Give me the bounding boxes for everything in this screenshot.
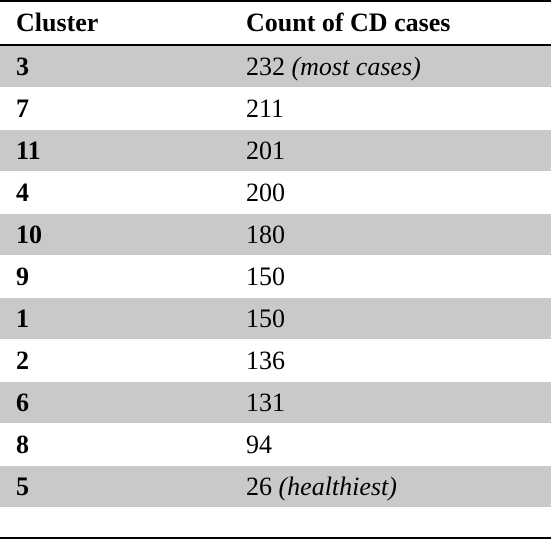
count-cell: 150 (246, 261, 551, 291)
table-header-row: Cluster Count of CD cases (0, 0, 551, 46)
count-cell: 150 (246, 303, 551, 333)
count-cell: 94 (246, 429, 551, 459)
table-row: 1 150 (0, 298, 551, 340)
table-row: 9 150 (0, 256, 551, 298)
cluster-cell: 1 (16, 303, 29, 333)
table-row: 5 26 (healthiest) (0, 466, 551, 508)
count-cell: 211 (246, 93, 551, 123)
cluster-cell: 7 (16, 93, 29, 123)
count-value: 201 (246, 135, 285, 165)
count-value: 200 (246, 177, 285, 207)
count-value: 136 (246, 345, 285, 375)
header-count: Count of CD cases (246, 8, 451, 37)
count-value: 232 (246, 51, 285, 81)
cluster-cell: 6 (16, 387, 29, 417)
count-value: 211 (246, 93, 285, 123)
count-value: 150 (246, 303, 285, 333)
cluster-cell: 10 (16, 219, 42, 249)
count-cell: 180 (246, 219, 551, 249)
cluster-cell: 2 (16, 345, 29, 375)
count-value: 26 (246, 471, 272, 501)
cluster-cell: 5 (16, 471, 29, 501)
count-note: (healthiest) (278, 471, 397, 501)
count-cell: 26 (healthiest) (246, 471, 551, 501)
count-cell: 131 (246, 387, 551, 417)
count-cell: 201 (246, 135, 551, 165)
table-row: 7 211 (0, 88, 551, 130)
count-note: (most cases) (291, 51, 421, 81)
cluster-cell: 3 (16, 51, 29, 81)
table-row: 4 200 (0, 172, 551, 214)
cluster-count-table: Cluster Count of CD cases 3 232 (most ca… (0, 0, 551, 508)
table-row: 8 94 (0, 424, 551, 466)
cluster-cell: 11 (16, 135, 41, 165)
table-row: 3 232 (most cases) (0, 46, 551, 88)
table-row: 6 131 (0, 382, 551, 424)
count-cell: 232 (most cases) (246, 51, 551, 81)
table-row: 2 136 (0, 340, 551, 382)
header-cluster: Cluster (16, 8, 99, 37)
count-cell: 136 (246, 345, 551, 375)
count-value: 150 (246, 261, 285, 291)
table-row: 11 201 (0, 130, 551, 172)
table-row: 10 180 (0, 214, 551, 256)
count-cell: 200 (246, 177, 551, 207)
cluster-cell: 8 (16, 429, 29, 459)
count-value: 94 (246, 429, 272, 459)
table-bottom-rule (0, 537, 551, 539)
count-value: 131 (246, 387, 285, 417)
cluster-cell: 9 (16, 261, 29, 291)
count-value: 180 (246, 219, 285, 249)
cluster-cell: 4 (16, 177, 29, 207)
